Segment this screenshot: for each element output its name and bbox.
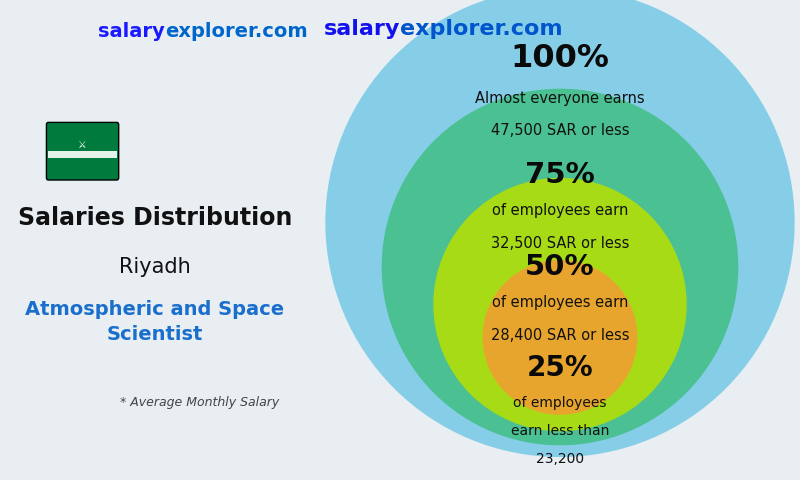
Text: Riyadh: Riyadh [119,257,190,277]
Text: Atmospheric and Space
Scientist: Atmospheric and Space Scientist [26,300,284,344]
Circle shape [382,89,738,445]
Text: 47,500 SAR or less: 47,500 SAR or less [490,123,630,138]
Bar [48,151,117,157]
Text: * Average Monthly Salary: * Average Monthly Salary [120,396,280,409]
FancyBboxPatch shape [46,122,118,180]
Text: 23,200: 23,200 [536,453,584,467]
Text: of employees: of employees [514,396,606,410]
Text: explorer.com: explorer.com [165,22,308,41]
Text: 32,500 SAR or less: 32,500 SAR or less [491,236,629,251]
Circle shape [326,0,794,457]
Text: 28,400 SAR or less: 28,400 SAR or less [490,327,630,343]
Text: salary: salary [98,22,165,41]
Circle shape [434,178,686,431]
Text: Salaries Distribution: Salaries Distribution [18,206,292,230]
Text: 75%: 75% [525,161,595,190]
Text: Almost everyone earns: Almost everyone earns [475,91,645,106]
Text: 25%: 25% [526,354,594,382]
Text: of employees earn: of employees earn [492,203,628,218]
Text: salary: salary [324,19,400,39]
Text: earn less than: earn less than [511,424,609,438]
Text: ⚔: ⚔ [78,141,87,150]
Circle shape [482,260,638,415]
Text: of employees earn: of employees earn [492,295,628,310]
Text: 100%: 100% [510,43,610,73]
Text: 50%: 50% [525,253,595,281]
Text: explorer.com: explorer.com [400,19,562,39]
